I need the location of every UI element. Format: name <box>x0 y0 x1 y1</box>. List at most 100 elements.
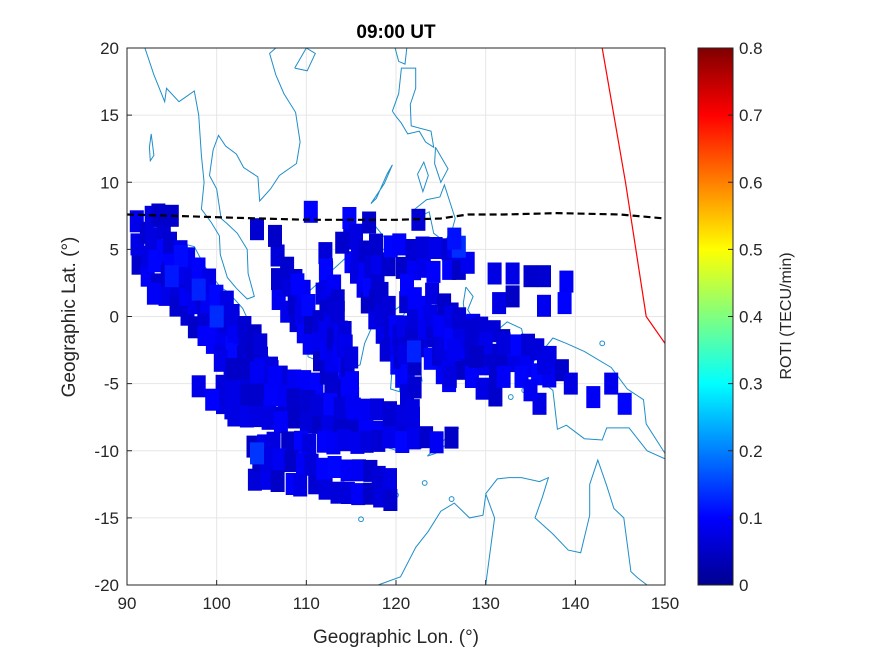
roti-cell <box>261 407 276 430</box>
roti-cell <box>237 358 252 381</box>
coastline <box>377 495 487 585</box>
roti-cell <box>151 203 166 226</box>
roti-cell <box>327 456 342 478</box>
x-tick-label: 100 <box>202 594 230 613</box>
roti-cell <box>604 372 619 395</box>
red-line <box>601 48 665 344</box>
roti-cell <box>433 315 448 337</box>
roti-cell <box>537 265 551 288</box>
roti-cell <box>505 262 520 285</box>
roti-cell <box>304 453 319 476</box>
roti-cell <box>335 231 350 254</box>
roti-cell <box>213 349 228 372</box>
roti-cell <box>290 273 305 296</box>
roti-cell <box>333 397 348 420</box>
roti-cell <box>508 334 523 357</box>
roti-cell <box>465 318 480 341</box>
roti-cell <box>371 465 386 488</box>
island-marker <box>421 480 428 486</box>
roti-cell <box>316 457 331 480</box>
roti-cell <box>407 307 421 330</box>
roti-cell <box>447 227 462 250</box>
coastline <box>370 164 393 205</box>
roti-cell <box>537 352 551 375</box>
roti-cell <box>426 260 441 283</box>
colorbar-tick-label: 0.8 <box>739 39 763 58</box>
roti-cell <box>281 431 296 454</box>
colorbar-tick-label: 0 <box>739 576 748 595</box>
roti-cell <box>370 398 384 421</box>
y-tick-label: 20 <box>100 39 119 58</box>
roti-cell <box>381 254 396 277</box>
roti-cell <box>369 233 383 256</box>
roti-cell <box>268 224 282 247</box>
coastline <box>397 0 410 21</box>
roti-cell <box>407 376 422 399</box>
colorbar-ticks: 0 0.1 0.2 0.3 0.4 0.5 0.6 0.7 0.8 <box>728 39 763 595</box>
roti-cell <box>205 388 220 411</box>
roti-cell <box>557 292 572 315</box>
roti-cell <box>392 233 407 256</box>
roti-cell <box>406 427 421 450</box>
roti-cell <box>349 223 363 246</box>
roti-cell <box>301 294 316 316</box>
roti-cell <box>250 218 264 241</box>
roti-cell <box>225 304 240 326</box>
roti-cell <box>371 429 386 452</box>
roti-cell <box>266 431 281 454</box>
roti-cell <box>287 406 302 429</box>
roti-cell <box>264 383 279 406</box>
roti-cell <box>260 467 274 490</box>
x-tick-label: 150 <box>651 594 679 613</box>
roti-cell <box>487 262 502 285</box>
roti-cell <box>318 477 333 500</box>
roti-cell <box>464 366 479 388</box>
roti-cell <box>617 392 632 415</box>
roti-cell <box>586 386 601 409</box>
y-tick-label: -20 <box>94 576 119 595</box>
coastline <box>294 48 316 72</box>
roti-cell <box>209 305 224 328</box>
roti-cell <box>268 365 282 388</box>
coastline <box>412 183 456 242</box>
roti-cell <box>345 371 359 394</box>
colorbar-label: ROTI (TECU/min) <box>778 252 795 379</box>
roti-cell <box>383 401 397 424</box>
roti-cell <box>429 431 444 454</box>
y-axis-label: Geographic Lat. (°) <box>59 237 80 398</box>
dashed-boundary-line <box>127 211 665 221</box>
roti-cell <box>395 431 410 453</box>
colorbar-tick-label: 0.7 <box>739 106 763 125</box>
roti-cell <box>249 361 264 384</box>
roti-cell <box>362 211 377 234</box>
y-tick-label: 15 <box>100 106 119 125</box>
roti-cell <box>191 375 206 398</box>
roti-cell <box>330 300 345 323</box>
coastline <box>417 160 429 194</box>
coastline <box>485 458 648 585</box>
roti-cell <box>447 339 462 362</box>
y-tick-label: -15 <box>94 509 119 528</box>
roti-cell <box>344 346 359 369</box>
y-tick-label: 5 <box>110 240 119 259</box>
colorbar <box>697 47 734 586</box>
roti-cell <box>310 394 325 417</box>
roti-cell <box>351 483 366 506</box>
roti-cell <box>428 237 443 259</box>
roti-cell <box>253 333 268 356</box>
roti-cell <box>145 227 160 250</box>
roti-cell <box>146 282 161 305</box>
x-tick-label: 90 <box>118 594 137 613</box>
roti-cells <box>129 200 632 511</box>
roti-cell <box>173 245 188 268</box>
roti-cell <box>297 370 312 393</box>
roti-cell <box>452 307 467 330</box>
roti-cell <box>444 426 459 449</box>
roti-cell <box>247 468 262 491</box>
roti-cell <box>191 278 206 301</box>
roti-cell <box>273 411 288 434</box>
colorbar-tick-label: 0.3 <box>739 375 763 394</box>
x-tick-label: 110 <box>293 594 320 613</box>
colorbar-tick-label: 0.4 <box>739 308 763 327</box>
